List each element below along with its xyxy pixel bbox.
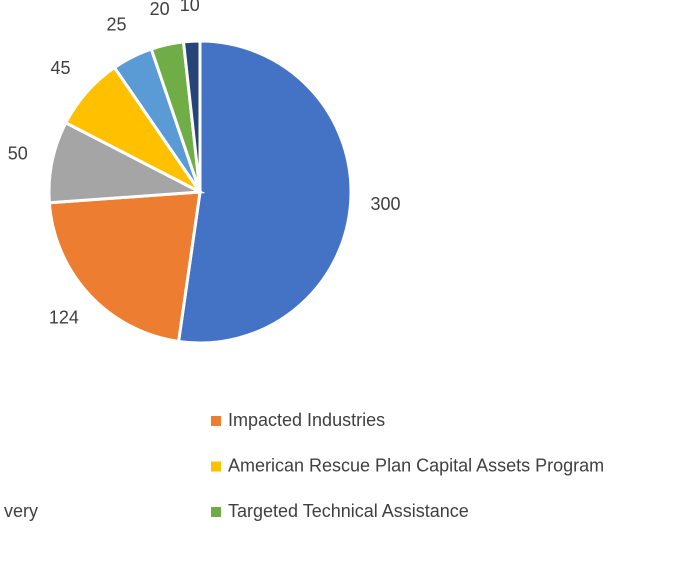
- legend-marker: [211, 461, 221, 472]
- data-label: 25: [107, 15, 127, 35]
- data-label: 300: [371, 194, 401, 214]
- pie-slice: [181, 39, 202, 193]
- legend-marker: [211, 507, 221, 517]
- legend-label: Impacted Industries: [228, 410, 385, 430]
- pie-slice: [47, 190, 202, 344]
- data-label: 10: [180, 0, 200, 15]
- data-label: 50: [8, 143, 28, 163]
- pie-slice: [47, 120, 206, 205]
- data-label: 45: [50, 58, 70, 78]
- legend-label: American Rescue Plan Capital Assets Prog…: [228, 455, 604, 475]
- data-label: 124: [49, 308, 79, 328]
- legend-label: Targeted Technical Assistance: [228, 501, 469, 521]
- pie-slice: [176, 39, 353, 345]
- data-label: 20: [150, 0, 170, 19]
- legend-marker: [211, 416, 221, 426]
- legend-label: very: [4, 501, 38, 521]
